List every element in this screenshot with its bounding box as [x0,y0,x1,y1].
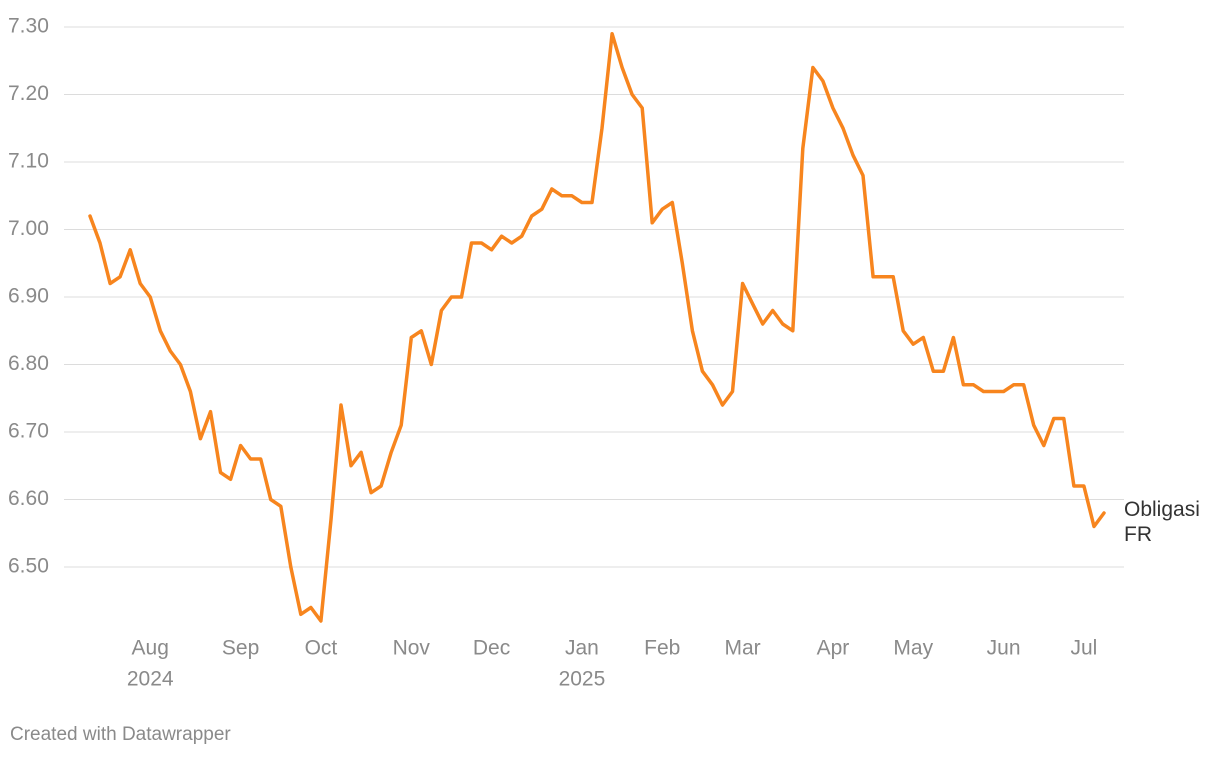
y-tick-label: 6.50 [8,555,49,578]
x-tick-label: Nov [393,637,431,660]
line [88,31,1106,623]
x-tick-label: Oct [305,637,338,660]
y-tick-label: 6.80 [8,352,49,375]
y-tick-label: 6.60 [8,487,49,510]
y-tick-label: 7.30 [8,15,49,38]
x-tick-label: Feb [644,637,680,660]
y-tick-label: 7.10 [8,150,49,173]
y-tick-label: 6.70 [8,420,49,443]
x-tick-label: 2024 [127,668,174,691]
x-tick-label: 2025 [559,668,606,691]
x-tick-label: Sep [222,637,259,660]
credit: Created with Datawrapper [10,724,231,745]
x-tick-label: Dec [473,637,510,660]
y-tick-label: 7.20 [8,82,49,105]
x-tick-label: Mar [724,637,760,660]
x-tick-label: Jan [565,637,599,660]
x-tick-label: Jun [987,637,1021,660]
series-label: Obligasi FR [1124,498,1200,546]
x-tick-label: Jul [1070,637,1097,660]
x-tick-label: Apr [817,637,850,660]
y-tick-label: 6.90 [8,285,49,308]
y-tick-label: 7.00 [8,217,49,240]
x-tick-label: May [893,637,933,660]
x-tick-label: Aug [132,637,169,660]
